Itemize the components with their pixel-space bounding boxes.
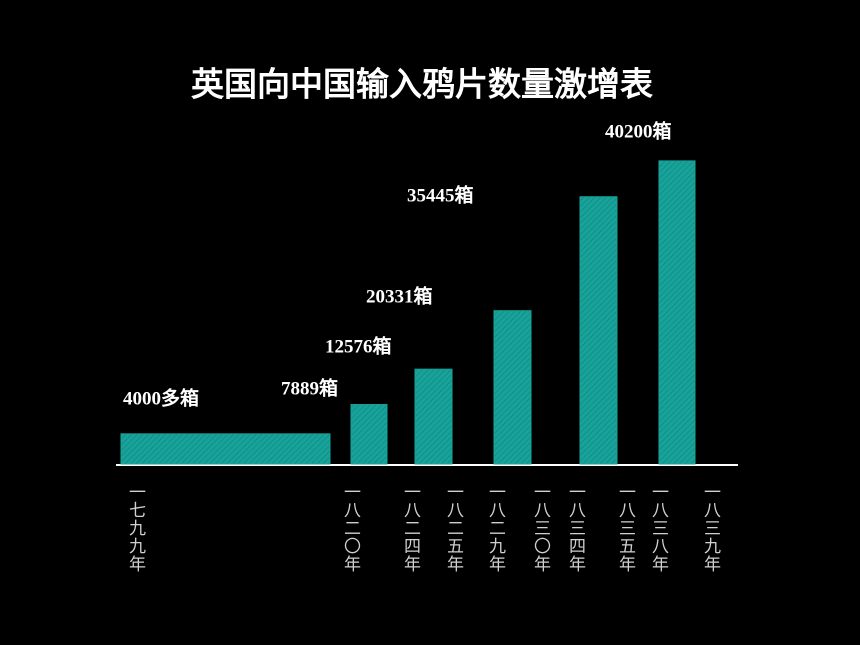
x-tick-label: 一八三四年 bbox=[565, 483, 586, 573]
x-tick-label: 一八三五年 bbox=[615, 483, 636, 573]
x-tick-label: 一八三八年 bbox=[648, 483, 669, 573]
x-tick-label: 一八二九年 bbox=[485, 483, 506, 573]
value-label: 20331箱 bbox=[366, 284, 433, 307]
bar bbox=[414, 368, 453, 465]
value-label: 35445箱 bbox=[407, 183, 474, 206]
value-label: 7889箱 bbox=[281, 376, 338, 399]
x-tick-label: 一八三九年 bbox=[700, 483, 721, 573]
x-tick-label: 一八二〇年 bbox=[340, 483, 361, 573]
bar bbox=[579, 196, 618, 465]
x-tick-label: 一八二四年 bbox=[400, 483, 421, 573]
bar bbox=[350, 404, 388, 465]
value-label: 4000多箱 bbox=[123, 386, 199, 409]
bar bbox=[120, 433, 331, 465]
x-tick-label: 一八二五年 bbox=[443, 483, 464, 573]
bar bbox=[493, 310, 532, 465]
value-label: 12576箱 bbox=[325, 334, 392, 357]
value-label: 40200箱 bbox=[605, 119, 672, 142]
bar bbox=[658, 160, 696, 465]
x-tick-label: 一七九九年 bbox=[125, 483, 146, 573]
chart-title: 英国向中国输入鸦片数量激增表 bbox=[191, 65, 653, 104]
x-tick-label: 一八三〇年 bbox=[530, 483, 551, 573]
